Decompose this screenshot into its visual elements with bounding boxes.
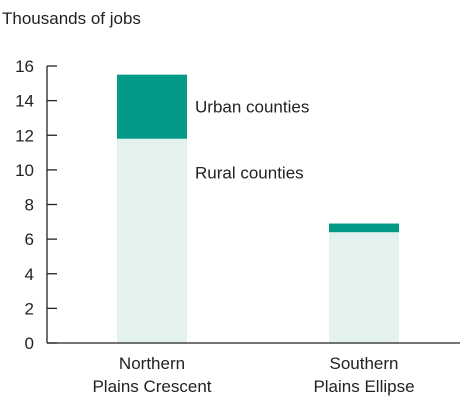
y-tick-label: 12 (15, 126, 34, 145)
annotation-rural-counties: Rural counties (195, 164, 304, 183)
y-tick-label: 8 (25, 196, 34, 215)
y-tick-label: 16 (15, 57, 34, 76)
y-tick-label: 4 (25, 265, 34, 284)
y-tick-label: 2 (25, 299, 34, 318)
y-tick-label: 6 (25, 230, 34, 249)
y-tick-label: 0 (25, 334, 34, 353)
y-axis-unit-label: Thousands of jobs (2, 9, 141, 28)
y-tick-label: 14 (15, 92, 34, 111)
bar-rural-counties-1 (329, 232, 399, 343)
x-tick-label: Northern Plains Crescent (92, 354, 211, 396)
y-tick-label: 10 (15, 161, 34, 180)
bar-urban-counties-0 (117, 74, 187, 139)
annotation-urban-counties: Urban counties (195, 98, 309, 117)
bar-urban-counties-1 (329, 223, 399, 233)
x-tick-label: Southern Plains Ellipse (313, 354, 414, 396)
bar-rural-counties-0 (117, 138, 187, 343)
